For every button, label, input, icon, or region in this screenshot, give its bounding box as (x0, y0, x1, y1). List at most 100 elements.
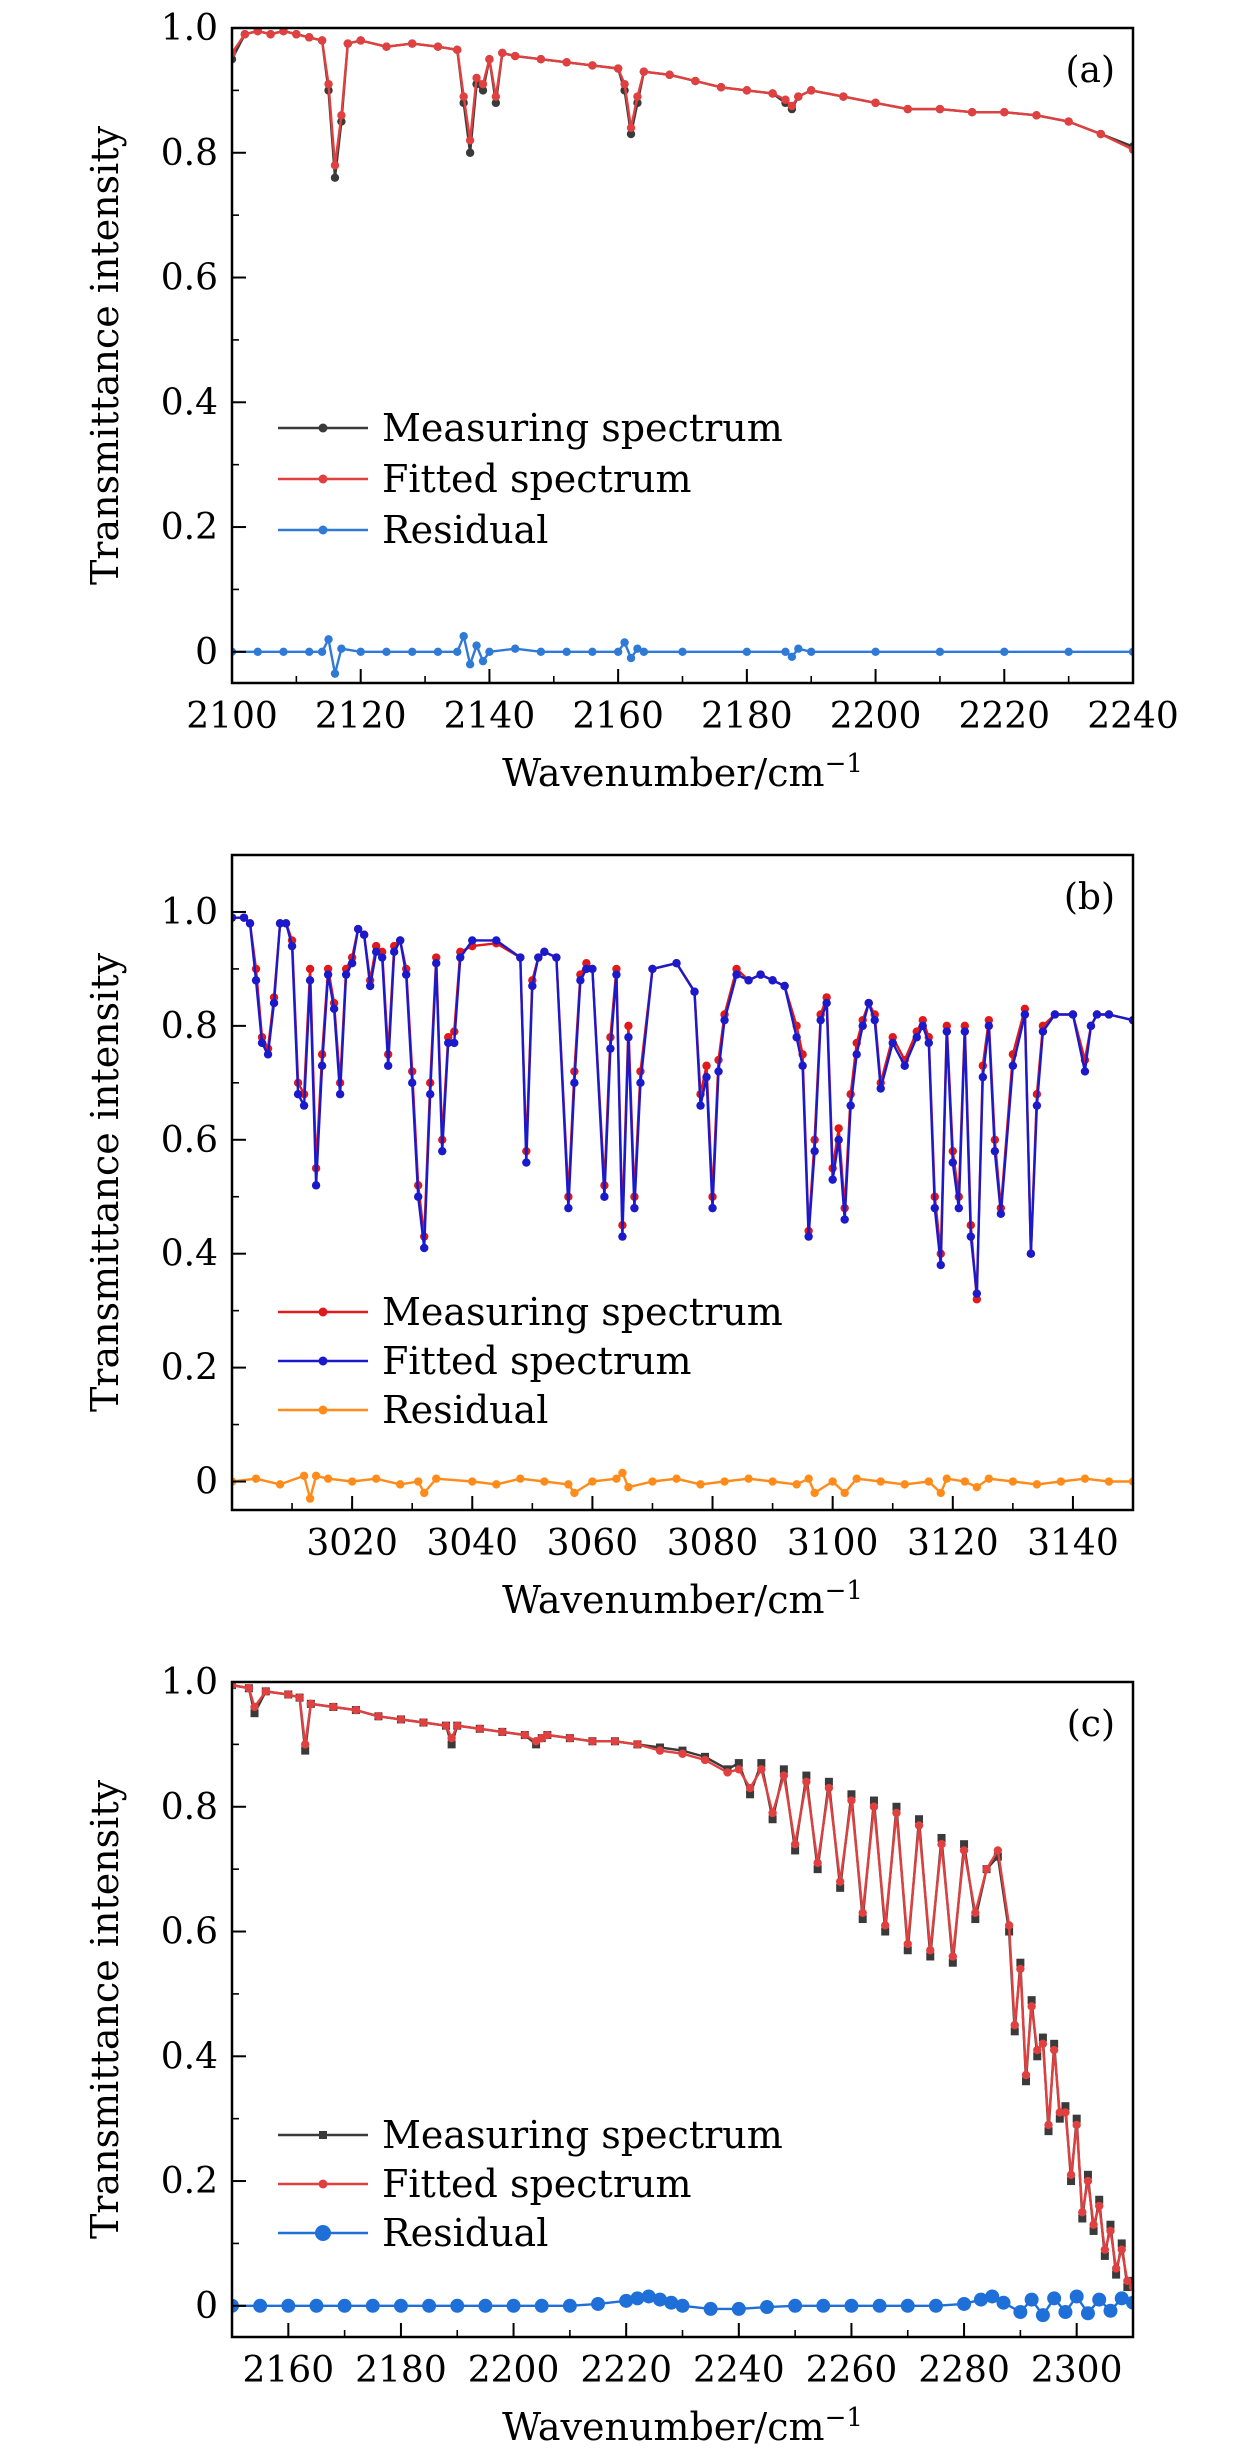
data-point (630, 2291, 645, 2306)
data-point (1089, 2220, 1098, 2229)
y-tick-label: 0.2 (161, 1348, 218, 1389)
data-point (618, 1232, 627, 1241)
data-point (492, 936, 501, 945)
data-point (918, 1021, 927, 1031)
y-tick-label: 0.8 (161, 133, 218, 174)
data-point (1010, 2027, 1019, 2036)
data-point (1095, 2201, 1104, 2211)
legend-label: Measuring spectrum (382, 406, 783, 450)
data-point (309, 2298, 324, 2313)
data-point (678, 647, 687, 657)
data-point (420, 1488, 429, 1498)
data-point (324, 635, 333, 644)
series-line (232, 1471, 1133, 1500)
x-axis-title: Wavenumber/cm−1 (502, 2403, 863, 2449)
data-point (426, 1090, 435, 1099)
data-point (472, 73, 481, 83)
data-point (690, 987, 699, 996)
data-point (1050, 2039, 1059, 2048)
data-point (996, 2295, 1011, 2310)
data-point (330, 173, 340, 182)
data-point (790, 1839, 800, 1849)
data-point (520, 1730, 530, 1740)
data-point (912, 1033, 921, 1042)
data-point (382, 647, 391, 657)
data-point (433, 647, 443, 657)
x-tick-label: 2160 (572, 696, 664, 737)
data-point (626, 129, 636, 139)
data-point (630, 1203, 639, 1213)
data-point (892, 1802, 901, 1811)
data-point (1112, 2270, 1121, 2279)
data-point (937, 1833, 946, 1842)
data-point (576, 976, 585, 985)
data-point (982, 1864, 991, 1874)
panel-label: (c) (1067, 1704, 1115, 1745)
data-point (564, 1480, 573, 1489)
data-point (892, 1808, 901, 1818)
data-point (768, 89, 777, 98)
data-point (299, 1101, 309, 1110)
data-point (1066, 2170, 1076, 2180)
data-point (948, 1952, 957, 1961)
data-point (937, 1839, 946, 1849)
data-point (734, 1759, 743, 1768)
data-point (788, 2298, 803, 2313)
data-point (453, 45, 462, 55)
data-point (478, 2298, 493, 2313)
data-point (564, 1203, 573, 1213)
data-point (780, 981, 789, 991)
data-point (305, 976, 315, 985)
data-point (840, 1488, 849, 1498)
data-point (960, 1027, 970, 1036)
data-point (1035, 2308, 1050, 2323)
data-point (639, 647, 649, 657)
data-point (1038, 2033, 1047, 2042)
data-point (543, 1730, 552, 1740)
data-point (374, 1712, 383, 1721)
data-point (408, 647, 417, 657)
data-point (942, 1027, 951, 1036)
data-point (353, 924, 363, 934)
data-point (807, 647, 816, 657)
legend-marker (318, 1356, 328, 1366)
data-point (588, 1737, 597, 1746)
data-point (744, 976, 753, 985)
data-point (1038, 2039, 1048, 2049)
data-point (347, 959, 357, 968)
data-point (928, 2298, 943, 2313)
data-point (1033, 2052, 1042, 2061)
data-point (317, 1061, 327, 1070)
data-point (903, 1946, 912, 1955)
data-point (948, 1958, 957, 1967)
data-point (836, 1883, 845, 1892)
data-point (652, 2292, 667, 2307)
data-point (816, 2298, 831, 2313)
data-point (1032, 111, 1041, 120)
data-point (534, 953, 543, 962)
chart-panel-b: 3020 3040 3060 3080 3100 3120 3140 0 0.2 0.4 0.6 0.… (83, 853, 1135, 1622)
data-point (1044, 2120, 1053, 2130)
data-point (510, 51, 520, 61)
data-point (395, 936, 405, 945)
data-point (900, 2298, 915, 2313)
data-point (858, 1021, 867, 1031)
data-point (606, 1044, 615, 1053)
y-tick-label: 0.8 (161, 1787, 218, 1828)
data-point (1092, 1010, 1102, 1019)
data-point (422, 2298, 437, 2313)
x-tick-label: 2200 (830, 696, 922, 737)
data-point (966, 1232, 976, 1241)
data-point (787, 101, 797, 111)
data-point (881, 1921, 890, 1930)
data-point (678, 1749, 687, 1758)
data-point (468, 936, 477, 945)
data-point (257, 1038, 267, 1048)
data-point (626, 653, 636, 663)
legend-label: Fitted spectrum (382, 2162, 692, 2206)
x-tick-label: 2220 (958, 696, 1050, 737)
data-point (720, 1477, 729, 1486)
data-point (957, 2296, 972, 2311)
data-point (456, 953, 465, 962)
data-point (612, 970, 621, 979)
